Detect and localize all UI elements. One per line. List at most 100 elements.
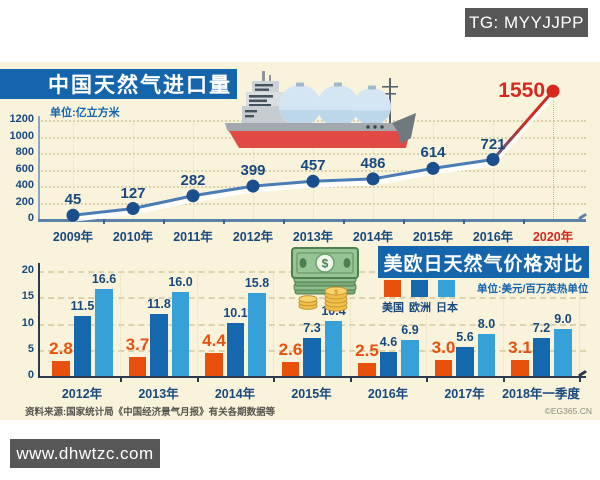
legend-label-欧洲: 欧洲 xyxy=(409,302,431,314)
line-chart-unit-label: 单位:亿立方米 xyxy=(50,107,120,119)
bar-axis-tick xyxy=(273,377,275,382)
bar-value-label: 6.9 xyxy=(401,322,419,337)
line-xtick-label: 2013年 xyxy=(292,230,334,244)
bar-vgridline xyxy=(120,271,121,376)
line-axis-tick xyxy=(403,219,405,224)
bar-美国 xyxy=(511,359,529,376)
bar-value-label: 10.1 xyxy=(223,305,248,320)
svg-text:$: $ xyxy=(322,257,329,271)
line-vgridline xyxy=(433,120,434,219)
bar-value-label: 5.6 xyxy=(456,329,474,344)
bar-欧洲 xyxy=(150,314,168,376)
line-ytick-label: 1000 xyxy=(9,129,34,142)
bar-ytick-label: 10 xyxy=(21,316,34,329)
legend-swatch-日本 xyxy=(438,280,455,297)
line-highlight-guide xyxy=(553,91,554,219)
bar-value-label: 7.2 xyxy=(532,321,551,336)
bar-日本 xyxy=(477,334,495,376)
bar-value-label: 2.6 xyxy=(278,340,303,360)
legend-label-美国: 美国 xyxy=(382,302,404,314)
line-xtick-label: 2009年 xyxy=(52,230,94,244)
bar-欧洲 xyxy=(303,337,321,376)
line-xtick-label: 2016年 xyxy=(472,230,514,244)
bar-value-label: 3.1 xyxy=(508,337,532,357)
bar-value-label: 16.0 xyxy=(168,275,193,289)
line-ytick-label: 0 xyxy=(27,212,34,224)
line-axis-tick xyxy=(103,219,105,224)
bar-xtick-label: 2018年一季度 xyxy=(502,387,580,401)
bar-chart-title: 美欧日天然气价格对比 xyxy=(378,246,589,278)
bar-axis-tick xyxy=(349,377,352,382)
credit-note: ©EG365.CN xyxy=(544,406,592,416)
bar-axis-tick xyxy=(120,377,122,382)
line-xtick-label: 2010年 xyxy=(112,230,154,244)
line-value-label: 721 xyxy=(480,135,506,153)
bar-xtick-label: 2014年 xyxy=(214,387,256,401)
line-value-label: 457 xyxy=(300,157,326,175)
line-xtick-label: 2014年 xyxy=(352,230,394,244)
bar-value-label: 2.8 xyxy=(49,339,73,359)
money-icon: $ $ xyxy=(288,244,362,312)
bar-chart-unit-label: 单位:美元/百万英热单位 xyxy=(477,283,589,295)
line-axis-tick xyxy=(343,219,345,224)
line-value-label: 127 xyxy=(120,184,146,202)
bar-axis-tick xyxy=(502,377,505,382)
bar-ytick-label: 20 xyxy=(21,264,34,276)
line-ytick-label: 200 xyxy=(15,195,34,208)
bar-value-label: 4.6 xyxy=(379,334,398,349)
bar-欧洲 xyxy=(379,351,397,376)
line-value-label: 282 xyxy=(180,171,206,189)
bar-xtick-label: 2013年 xyxy=(138,387,179,401)
svg-text:$: $ xyxy=(334,289,338,296)
line-ytick-label: 1200 xyxy=(9,113,34,125)
bar-y-axis xyxy=(38,263,40,376)
bar-美国 xyxy=(205,352,223,376)
bar-日本 xyxy=(248,293,266,376)
bar-美国 xyxy=(358,362,376,376)
bar-axis-tick xyxy=(579,377,581,382)
bar-value-label: 8.0 xyxy=(477,317,496,331)
bar-xtick-label: 2016年 xyxy=(367,387,409,401)
bar-value-label: 3.0 xyxy=(431,338,456,358)
bar-value-label: 11.5 xyxy=(70,298,95,313)
bar-日本 xyxy=(171,292,189,376)
line-xtick-label: 2015年 xyxy=(412,230,454,244)
bar-x-axis xyxy=(38,376,586,378)
line-ytick-label: 800 xyxy=(15,146,34,158)
line-vgridline xyxy=(133,120,134,219)
bar-xtick-label: 2012年 xyxy=(61,387,103,401)
bar-value-label: 15.8 xyxy=(244,276,270,291)
line-value-label: 614 xyxy=(420,144,446,162)
bar-欧洲 xyxy=(456,346,474,376)
legend-swatch-欧洲 xyxy=(411,280,428,297)
line-axis-tick xyxy=(523,219,525,224)
line-xtick-label: 2020年 xyxy=(532,230,574,244)
bar-vgridline xyxy=(426,271,427,376)
bar-axis-tick xyxy=(196,377,199,382)
bar-value-label: 4.4 xyxy=(202,330,226,350)
bar-vgridline xyxy=(502,271,504,376)
bar-vgridline xyxy=(196,271,198,376)
bar-美国 xyxy=(128,356,146,376)
legend-label-日本: 日本 xyxy=(436,302,458,314)
bar-vgridline xyxy=(273,271,274,376)
line-axis-tick xyxy=(223,219,225,224)
bar-value-label: 9.0 xyxy=(554,311,572,326)
bar-value-label: 3.7 xyxy=(125,334,150,354)
bar-gridline xyxy=(38,323,586,326)
tg-watermark-badge: TG: MYYJJPP xyxy=(465,8,588,37)
line-value-label: 486 xyxy=(360,154,386,172)
line-value-label-highlight: 1550 xyxy=(498,79,545,103)
bar-美国 xyxy=(434,360,452,376)
legend-swatch-美国 xyxy=(384,280,401,297)
line-ytick-label: 600 xyxy=(15,162,34,175)
bar-value-label: 11.8 xyxy=(147,297,171,312)
bar-xtick-label: 2017年 xyxy=(444,387,485,401)
line-chart-title: 中国天然气进口量 xyxy=(0,69,237,99)
website-watermark-badge: www.dhwtzc.com xyxy=(10,439,160,468)
bar-xtick-label: 2015年 xyxy=(291,387,332,401)
bar-value-label: 2.5 xyxy=(355,340,379,360)
line-axis-tick xyxy=(283,219,285,224)
bar-axis-tick xyxy=(426,377,428,382)
